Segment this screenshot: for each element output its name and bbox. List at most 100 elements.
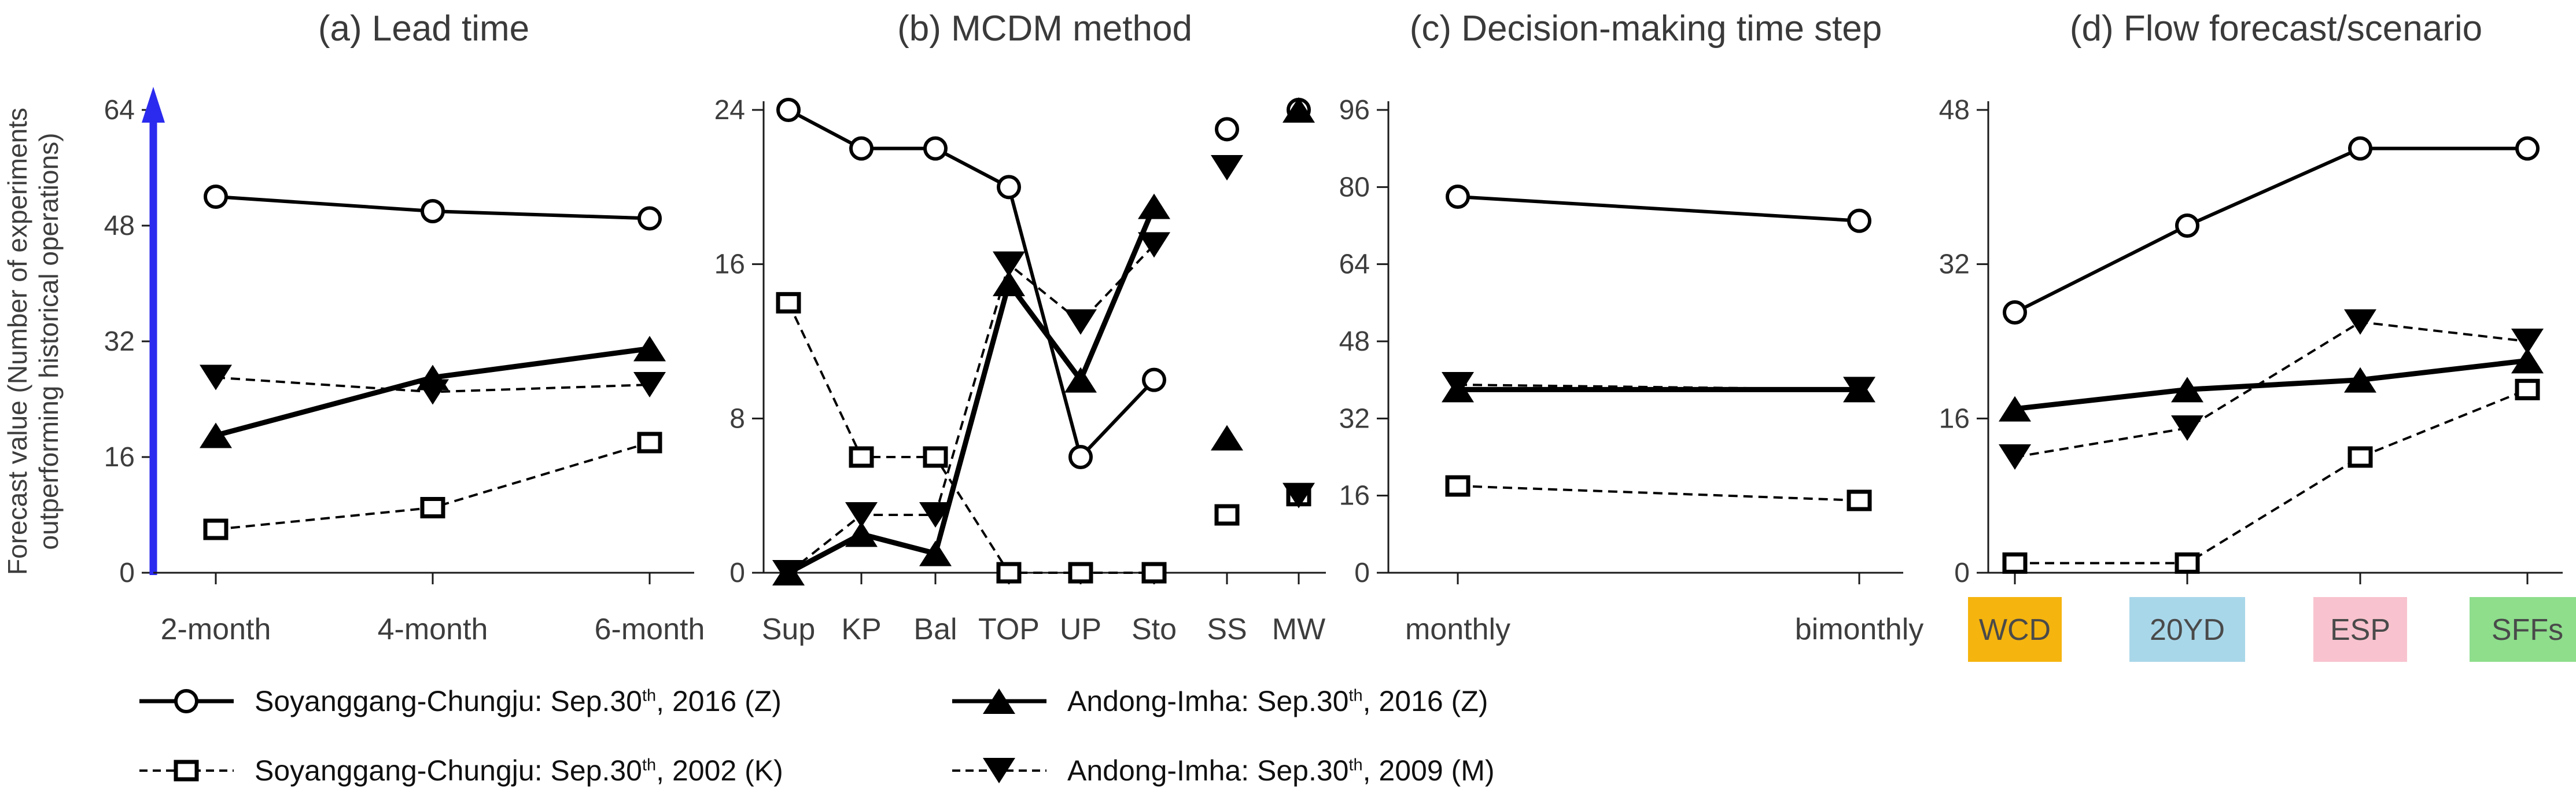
y-tick-label: 0 [729,558,745,588]
square-marker [2002,552,2028,574]
circle-marker [1847,208,1871,233]
triangle-up-marker [919,540,952,566]
y-tick-label: 32 [1339,403,1370,434]
legend-item-andong-2016: Andong-Imha: Sep.30th, 2016 (Z) [949,678,1488,724]
panel-d-title: (d) Flow forecast/scenario [2069,9,2483,49]
triangle-up-marker [2171,377,2203,403]
triangle-up-marker [983,688,1015,714]
y-tick-label: 16 [1339,481,1370,511]
category-chip [2313,597,2407,662]
square-marker-icon [139,760,234,782]
square-marker [2347,446,2373,468]
circle-marker [2003,300,2027,325]
y-tick-label: 48 [1339,326,1370,357]
series-line [787,244,1155,574]
series-line [2014,146,2527,314]
y-tick-label: 80 [1339,172,1370,202]
circle-marker [174,689,198,713]
legend-label: Andong-Imha: Sep.30th, 2016 (Z) [1067,685,1488,717]
triangle-down-marker [1442,372,1474,397]
panel-c: 0 16 32 48 64 80 96 monthly bimonthly [1339,95,1924,646]
y-axis-label-line1: Forecast value (Number of experiments [2,108,32,575]
legend-label: Soyanggang-Chungju: Sep.30th, 2016 (Z) [255,685,782,717]
circle-marker [637,206,662,231]
series-line [2015,388,2528,565]
triangle-down-marker [919,502,952,528]
category-label: KP [841,613,881,646]
square-marker [2175,552,2200,574]
category-label: monthly [1405,613,1510,646]
category-label: Sto [1132,613,1177,646]
panel-a: 0 16 32 48 64 2-month 4-month 6-month [104,87,705,646]
triangle-down-marker [633,372,666,397]
circle-marker [2348,136,2372,161]
panel-a-title: (a) Lead time [318,9,530,49]
category-chip-label: 20YD [2150,613,2225,647]
series-line [787,205,1157,575]
square-marker [1445,475,1471,497]
y-tick-label: 64 [1339,249,1370,280]
triangle-down-marker-icon [952,758,1046,783]
panel-b-title: (b) MCDM method [897,9,1192,49]
y-tick-label: 48 [1939,95,1970,126]
triangle-down-marker [772,560,805,585]
square-marker [420,497,445,518]
category-chip-label: ESP [2330,613,2390,647]
category-chip-label: WCD [1979,613,2051,647]
panel-b: 0 8 16 24 Sup KP Bal TOP UP Sto SS MW [714,95,1326,646]
square-marker [923,446,948,468]
y-tick-label: 0 [1954,558,1970,588]
triangle-down-marker [2511,329,2544,354]
legend-label: Andong-Imha: Sep.30th, 2009 (M) [1067,754,1495,787]
triangle-up-marker [2344,367,2376,393]
legend-item-soyanggang-2002: Soyanggang-Chungju: Sep.30th, 2002 (K) [136,747,783,794]
triangle-up-marker [200,422,232,448]
square-marker [996,562,1022,584]
category-chip [2129,597,2245,662]
panel-d: 0 16 32 48 WCD 20YD ESP SFFs [1939,95,2576,662]
y-tick-label: 0 [119,558,135,588]
triangle-up-marker [845,521,878,547]
y-axis-label: Forecast value (Number of experiments out… [2,108,64,575]
circle-marker-icon [139,689,234,713]
series-line [1457,485,1860,502]
y-tick-label: 48 [104,211,135,241]
triangle-down-marker [1843,377,1875,403]
blue-arrow-head-icon [142,87,165,123]
triangle-down-marker [1999,444,2031,470]
y-tick-label: 24 [714,95,745,126]
legend-label: Soyanggang-Chungju: Sep.30th, 2002 (K) [255,754,783,787]
series-line [2014,321,2528,458]
triangle-up-marker [1211,425,1243,451]
square-marker [776,292,801,314]
triangle-up-marker [633,336,666,362]
y-tick-label: 0 [1354,558,1370,588]
y-tick-label: 32 [104,326,135,357]
circle-marker [1215,117,1239,142]
triangle-down-marker [993,251,1025,277]
triangle-up-marker [1999,396,2031,422]
triangle-up-marker-icon [952,688,1046,714]
category-label: UP [1060,613,1101,646]
category-label: bimonthly [1795,613,1924,646]
y-tick-label: 16 [1939,403,1970,434]
y-tick-label: 32 [1939,249,1970,280]
triangle-up-marker [1283,97,1315,123]
series-line [1457,384,1860,391]
triangle-down-marker [200,364,232,391]
square-marker [849,446,874,468]
circle-marker [997,175,1021,200]
category-label: 6-month [595,613,705,646]
triangle-down-marker [1283,482,1315,509]
series-line [1457,195,1860,223]
y-tick-label: 8 [729,403,745,434]
square-marker [1214,504,1240,526]
y-tick-label: 16 [104,442,135,473]
square-marker [1141,562,1167,584]
circle-marker [923,136,948,161]
circle-marker [2175,213,2199,238]
category-label: 4-month [378,613,488,646]
category-label: Sup [762,613,816,646]
square-marker [203,518,229,540]
